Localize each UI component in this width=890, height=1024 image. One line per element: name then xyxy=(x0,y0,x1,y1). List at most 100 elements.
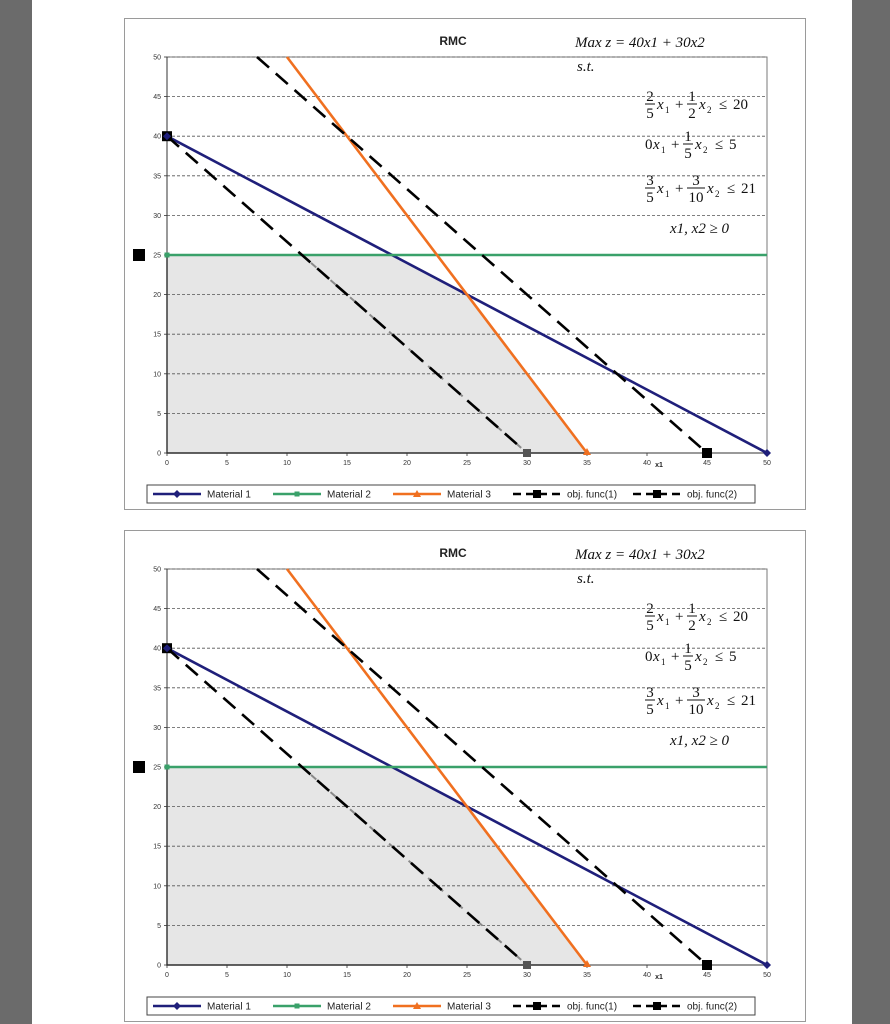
constraint-1-rhs: 20 xyxy=(733,609,748,625)
series-group xyxy=(166,568,768,967)
legend-item-material-3[interactable]: Material 3 xyxy=(393,490,491,501)
constraint-2-x1-var: x xyxy=(652,649,660,665)
chart-title: RMC xyxy=(439,546,467,560)
constraint-1-c2-fraction: 12 xyxy=(687,89,697,122)
constraint-1-c2-fraction: 12 xyxy=(687,601,697,634)
constraint-1-x1-subscript: 1 xyxy=(665,617,670,627)
constraint-2-x1-subscript: 1 xyxy=(661,145,666,155)
legend-item-material-1[interactable]: Material 1 xyxy=(153,1002,251,1013)
y-tick-label-15: 15 xyxy=(153,844,161,851)
y-tick-label-5: 5 xyxy=(157,411,161,418)
constraint-1-c2-denominator: 2 xyxy=(688,618,696,634)
x-tick-label-5: 5 xyxy=(225,972,229,979)
series-line-obj-func-1 xyxy=(166,647,528,966)
legend-marker-material-2 xyxy=(294,1003,300,1009)
constraint-3-c1-fraction: 35 xyxy=(645,685,655,718)
constraint-3-x1-var: x xyxy=(656,693,664,709)
x-tick-label-20: 20 xyxy=(403,460,411,467)
x-tick-label-25: 25 xyxy=(463,460,471,467)
legend-item-material-3[interactable]: Material 3 xyxy=(393,1002,491,1013)
legend-item-material-1[interactable]: Material 1 xyxy=(153,490,251,501)
constraint-2-rhs: 5 xyxy=(729,137,737,153)
series-line-material-3 xyxy=(285,56,589,454)
legend-item-obj-func-2[interactable]: obj. func(2) xyxy=(633,1002,737,1013)
constraint-2-c2-numerator: 1 xyxy=(684,129,692,145)
x-tick-labels: 0 5 10 15 20 25 30 35 40 45 50 xyxy=(165,453,771,467)
constraint-2-x2-var: x xyxy=(694,649,702,665)
document-page: 0 5 10 15 20 25 30 35 40 45 50 0 5 10 15 20 25 30 35 40 45 50… xyxy=(32,0,852,1024)
constraint-3-x1-var: x xyxy=(656,181,664,197)
legend-marker-material-1 xyxy=(173,1002,181,1010)
material-2-marker xyxy=(164,252,170,258)
legend-item-obj-func-1[interactable]: obj. func(1) xyxy=(513,490,617,501)
legend-label-obj-func-2: obj. func(2) xyxy=(687,490,737,501)
constraint-3-c1-numerator: 3 xyxy=(646,685,654,701)
obj-func-2-marker-end xyxy=(702,448,712,458)
constraint-2-x2-subscript: 2 xyxy=(703,657,708,667)
series-line-obj-func-1 xyxy=(166,135,528,454)
constraint-2: 0 x 1 +15x 2 ≤5 xyxy=(645,129,737,162)
constraint-2-c2-denominator: 5 xyxy=(684,658,692,674)
constraint-3-x2-subscript: 2 xyxy=(715,189,720,199)
x-tick-label-45: 45 xyxy=(703,972,711,979)
legend-marker-material-3 xyxy=(413,490,421,497)
constraint-4: x1, x2 ≥ 0 xyxy=(669,221,730,237)
x-tick-label-0: 0 xyxy=(165,460,169,467)
legend-label-obj-func-1: obj. func(1) xyxy=(567,490,617,501)
constraint-3-c1-fraction: 35 xyxy=(645,173,655,206)
legend-marker-obj-func-2 xyxy=(653,1002,661,1010)
obj-func-1-marker-end xyxy=(523,961,531,969)
x-axis-title: x1 xyxy=(655,462,663,469)
constraint-4-text: x1, x2 ≥ 0 xyxy=(669,733,730,749)
legend-marker-obj-func-1 xyxy=(533,490,541,498)
constraint-3-c2-numerator: 3 xyxy=(692,173,700,189)
y-tick-label-5: 5 xyxy=(157,923,161,930)
legend-item-material-2[interactable]: Material 2 xyxy=(273,1002,371,1013)
constraint-2: 0 x 1 +15x 2 ≤5 xyxy=(645,641,737,674)
legend-marker-obj-func-1 xyxy=(533,1002,541,1010)
rmc-chart-top: 0 5 10 15 20 25 30 35 40 45 5005101520253035404550… xyxy=(133,34,771,504)
constraint-1-x1-var: x xyxy=(656,97,664,113)
legend-label-material-1: Material 1 xyxy=(207,490,251,501)
y-tick-label-20: 20 xyxy=(153,804,161,811)
legend-item-obj-func-1[interactable]: obj. func(1) xyxy=(513,1002,617,1013)
constraint-3-x2-var: x xyxy=(706,693,714,709)
constraint-2-x2-subscript: 2 xyxy=(703,145,708,155)
x-tick-labels: 0 5 10 15 20 25 30 35 40 45 50 xyxy=(165,965,771,979)
constraint-1-plus: + xyxy=(675,609,683,625)
x-tick-label-25: 25 xyxy=(463,972,471,979)
legend-label-material-2: Material 2 xyxy=(327,490,371,501)
x-tick-label-50: 50 xyxy=(763,460,771,467)
constraint-3-c2-numerator: 3 xyxy=(692,685,700,701)
constraint-4: x1, x2 ≥ 0 xyxy=(669,733,730,749)
constraint-1-x2-var: x xyxy=(698,609,706,625)
x-axis-title: x1 xyxy=(655,974,663,981)
material-1-marker-1 xyxy=(763,449,771,457)
subject-to-text: s.t. xyxy=(577,571,595,587)
constraint-1-c1-denominator: 5 xyxy=(646,618,654,634)
constraint-2-x1-var: x xyxy=(652,137,660,153)
objective-function-text: Max z = 40x1 + 30x2 s.t. xyxy=(574,35,705,75)
constraint-2-operator: ≤ xyxy=(715,137,723,153)
legend-label-material-2: Material 2 xyxy=(327,1002,371,1013)
constraint-2-x2-var: x xyxy=(694,137,702,153)
y-tick-label-25: 25 xyxy=(153,253,161,260)
legend-box xyxy=(146,996,756,1016)
constraint-3-c2-fraction: 310 xyxy=(687,173,705,206)
constraint-1-c2-numerator: 1 xyxy=(688,89,696,105)
material-1-marker-0 xyxy=(163,644,171,653)
chart-title: RMC xyxy=(439,34,467,48)
constraint-1-x1-var: x xyxy=(656,609,664,625)
legend-label-obj-func-1: obj. func(1) xyxy=(567,1002,617,1013)
legend-item-obj-func-2[interactable]: obj. func(2) xyxy=(633,490,737,501)
legend-label-material-3: Material 3 xyxy=(447,1002,491,1013)
markers xyxy=(133,643,771,970)
y-tick-label-15: 15 xyxy=(153,332,161,339)
legend-marker-material-3 xyxy=(413,1002,421,1009)
chart-card-top: 0 5 10 15 20 25 30 35 40 45 50 0 5 10 15 20 25 30 35 40 45 50… xyxy=(124,18,806,510)
constraint-2-c1-coefficient: 0 xyxy=(645,649,653,665)
subject-to-text: s.t. xyxy=(577,59,595,75)
constraint-3-c1-denominator: 5 xyxy=(646,190,654,206)
legend-item-material-2[interactable]: Material 2 xyxy=(273,490,371,501)
